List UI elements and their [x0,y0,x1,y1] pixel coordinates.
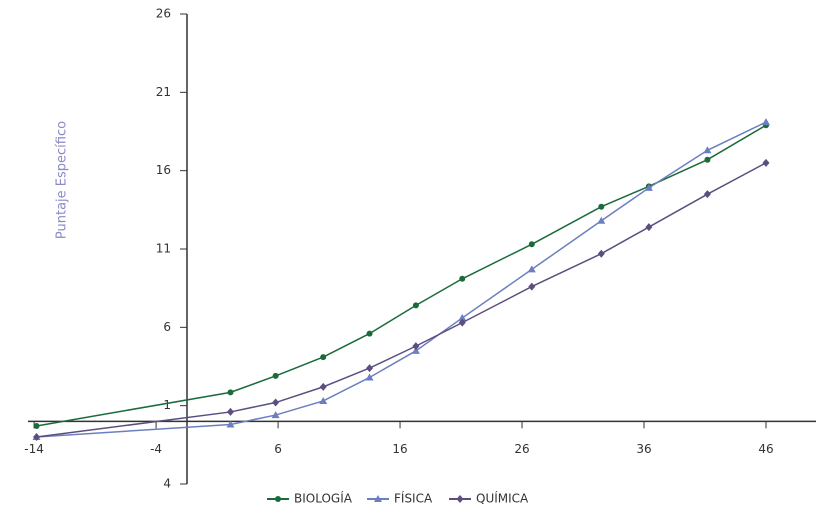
marker [365,373,374,381]
marker [458,318,466,327]
legend-marker [374,495,382,502]
marker [412,342,420,351]
marker [528,282,536,291]
marker [598,203,605,210]
marker [366,364,374,373]
y-axis-label: Puntaje Específico [55,121,70,239]
marker [272,372,279,379]
legend-label: FÍSICA [394,491,433,506]
marker [33,433,41,441]
x-tick-label: 36 [636,442,651,456]
marker [411,346,420,354]
series-line [36,121,767,438]
marker [226,407,234,416]
marker [412,302,419,309]
marker [458,313,467,321]
legend-label: QUÍMICA [476,491,529,506]
x-tick-label: -14 [24,442,44,456]
marker [226,420,235,428]
y-tick-label: 21 [156,85,171,99]
series-line [36,162,767,438]
marker [366,330,373,337]
y-tick-label: 26 [156,7,171,21]
marker [459,275,466,282]
marker [227,389,234,396]
x-tick-label: 6 [274,442,282,456]
y-tick-label: 1 [163,398,171,412]
marker [320,354,327,361]
marker [272,398,280,407]
legend-marker [275,496,281,502]
x-tick-label: 16 [392,442,407,456]
marker [319,396,328,404]
marker [645,223,653,232]
marker [704,156,711,163]
marker [761,118,770,126]
marker [527,265,536,273]
marker [644,183,653,191]
series-line [36,124,767,427]
marker [319,382,327,391]
marker [528,241,535,248]
marker [33,423,40,430]
marker [703,190,711,199]
marker [271,411,280,419]
marker [597,249,605,258]
y-tick-label: 6 [163,320,171,334]
marker [762,158,770,167]
x-tick-label: 26 [514,442,529,456]
x-tick-label: -4 [150,442,162,456]
legend-label: BIOLOGÍA [294,491,353,506]
marker [703,146,712,154]
y-tick-label: 11 [156,242,171,256]
y-tick-label: 16 [156,163,171,177]
x-tick-label: 46 [758,442,773,456]
marker [597,216,606,224]
y-tick-label: 4 [163,477,171,491]
legend-marker [456,495,464,503]
